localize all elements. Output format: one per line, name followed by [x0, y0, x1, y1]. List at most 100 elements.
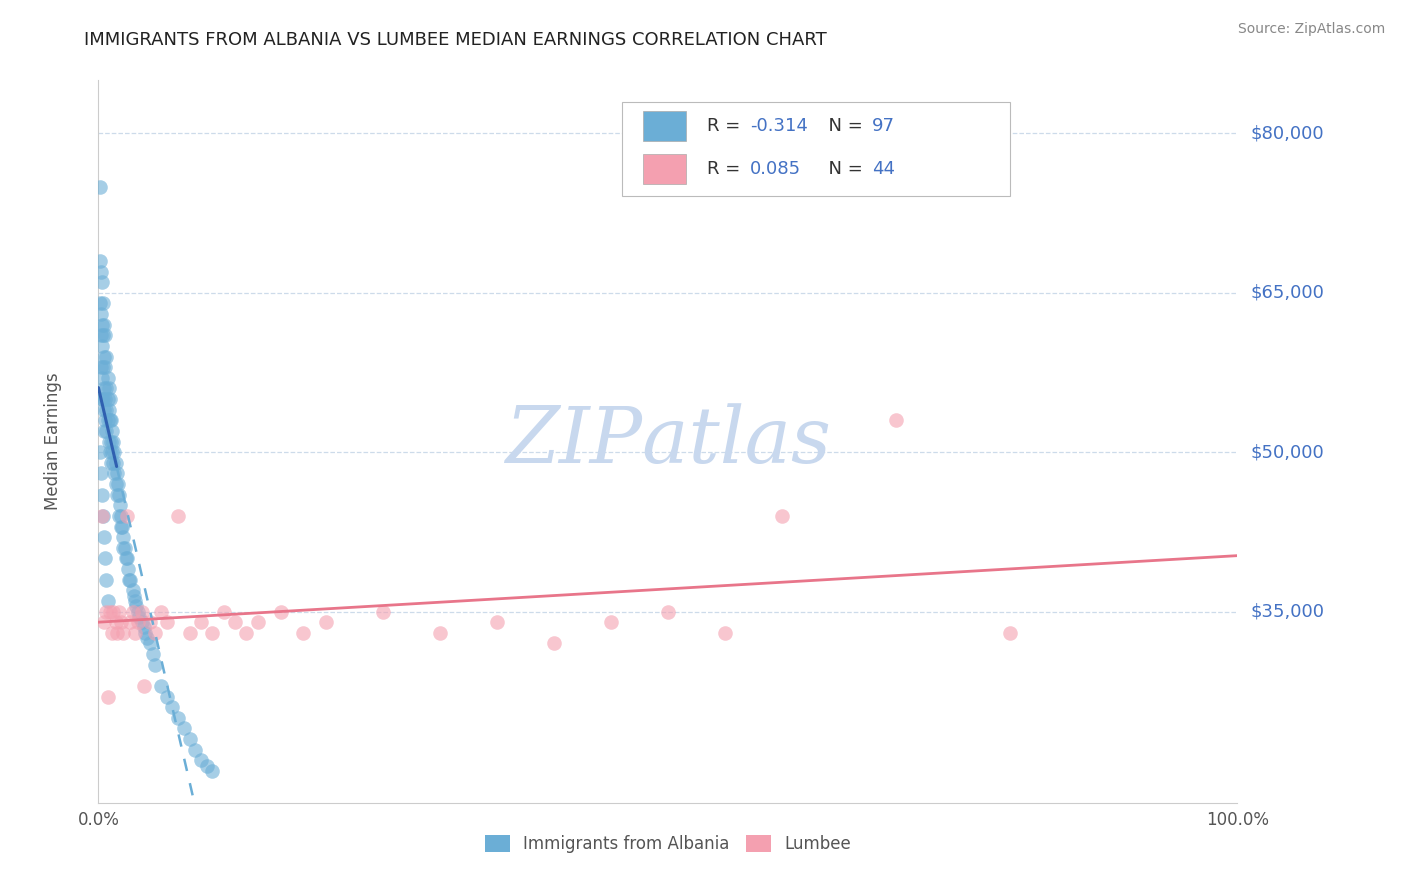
Point	[107, 477, 129, 491]
Point	[142, 647, 165, 661]
Point	[91, 328, 114, 343]
Text: $35,000: $35,000	[1251, 602, 1324, 621]
Point	[91, 296, 114, 310]
Point	[90, 371, 112, 385]
Point	[121, 605, 143, 619]
Text: R =: R =	[707, 117, 745, 135]
Text: $50,000: $50,000	[1251, 443, 1324, 461]
Point	[114, 541, 136, 555]
Point	[156, 690, 179, 704]
FancyBboxPatch shape	[643, 154, 686, 185]
Text: R =: R =	[707, 161, 745, 178]
Point	[101, 625, 124, 640]
Point	[201, 764, 224, 778]
Point	[998, 625, 1021, 640]
Point	[91, 508, 114, 523]
Point	[212, 605, 235, 619]
Point	[270, 605, 292, 619]
Point	[179, 732, 201, 747]
Point	[195, 758, 218, 772]
Point	[101, 424, 124, 438]
Point	[98, 605, 121, 619]
Text: ZIP​atlas: ZIP​atlas	[505, 403, 831, 480]
Point	[100, 456, 122, 470]
Point	[127, 615, 149, 630]
Point	[91, 392, 114, 406]
Point	[90, 488, 112, 502]
Point	[117, 562, 139, 576]
Point	[111, 519, 134, 533]
Point	[93, 530, 115, 544]
Point	[138, 615, 160, 630]
Point	[120, 573, 142, 587]
Point	[93, 615, 115, 630]
Point	[246, 615, 269, 630]
Point	[110, 519, 132, 533]
Text: Source: ZipAtlas.com: Source: ZipAtlas.com	[1237, 22, 1385, 37]
Point	[224, 615, 246, 630]
Point	[93, 318, 115, 332]
Point	[112, 541, 135, 555]
Point	[90, 392, 112, 406]
Point	[90, 467, 112, 481]
Point	[97, 402, 120, 417]
Point	[94, 328, 117, 343]
Point	[90, 264, 112, 278]
Point	[145, 625, 167, 640]
Point	[179, 625, 201, 640]
Point	[235, 625, 257, 640]
Point	[132, 620, 155, 634]
Point	[110, 615, 132, 630]
Point	[131, 605, 153, 619]
Point	[94, 360, 117, 375]
Point	[150, 605, 173, 619]
Point	[96, 371, 118, 385]
Point	[104, 615, 127, 630]
Point	[90, 508, 112, 523]
Point	[101, 445, 124, 459]
Point	[104, 456, 127, 470]
Text: IMMIGRANTS FROM ALBANIA VS LUMBEE MEDIAN EARNINGS CORRELATION CHART: IMMIGRANTS FROM ALBANIA VS LUMBEE MEDIAN…	[84, 31, 827, 49]
Point	[114, 551, 136, 566]
Point	[90, 275, 112, 289]
Point	[292, 625, 315, 640]
Point	[94, 413, 117, 427]
Point	[112, 625, 135, 640]
Point	[125, 599, 148, 614]
Point	[98, 392, 121, 406]
Point	[100, 413, 122, 427]
Point	[96, 413, 118, 427]
Point	[121, 583, 143, 598]
Point	[103, 605, 125, 619]
Point	[89, 296, 111, 310]
Text: 97: 97	[872, 117, 894, 135]
FancyBboxPatch shape	[623, 102, 1010, 196]
Point	[103, 434, 125, 449]
Point	[124, 594, 146, 608]
Legend: Immigrants from Albania, Lumbee: Immigrants from Albania, Lumbee	[478, 828, 858, 860]
Point	[96, 350, 118, 364]
Point	[884, 413, 907, 427]
Point	[96, 594, 118, 608]
Point	[136, 631, 159, 645]
Text: Median Earnings: Median Earnings	[44, 373, 62, 510]
Point	[96, 381, 118, 395]
Text: 0.085: 0.085	[749, 161, 801, 178]
Point	[96, 573, 118, 587]
Point	[714, 625, 737, 640]
Point	[98, 413, 121, 427]
Point	[120, 615, 142, 630]
Text: -0.314: -0.314	[749, 117, 807, 135]
Text: N =: N =	[817, 117, 869, 135]
Point	[600, 615, 623, 630]
Point	[96, 424, 118, 438]
Point	[93, 424, 115, 438]
Point	[93, 402, 115, 417]
Point	[90, 318, 112, 332]
Point	[103, 445, 125, 459]
Point	[190, 615, 212, 630]
Point	[98, 445, 121, 459]
Point	[486, 615, 509, 630]
Point	[543, 636, 565, 650]
Point	[100, 434, 122, 449]
